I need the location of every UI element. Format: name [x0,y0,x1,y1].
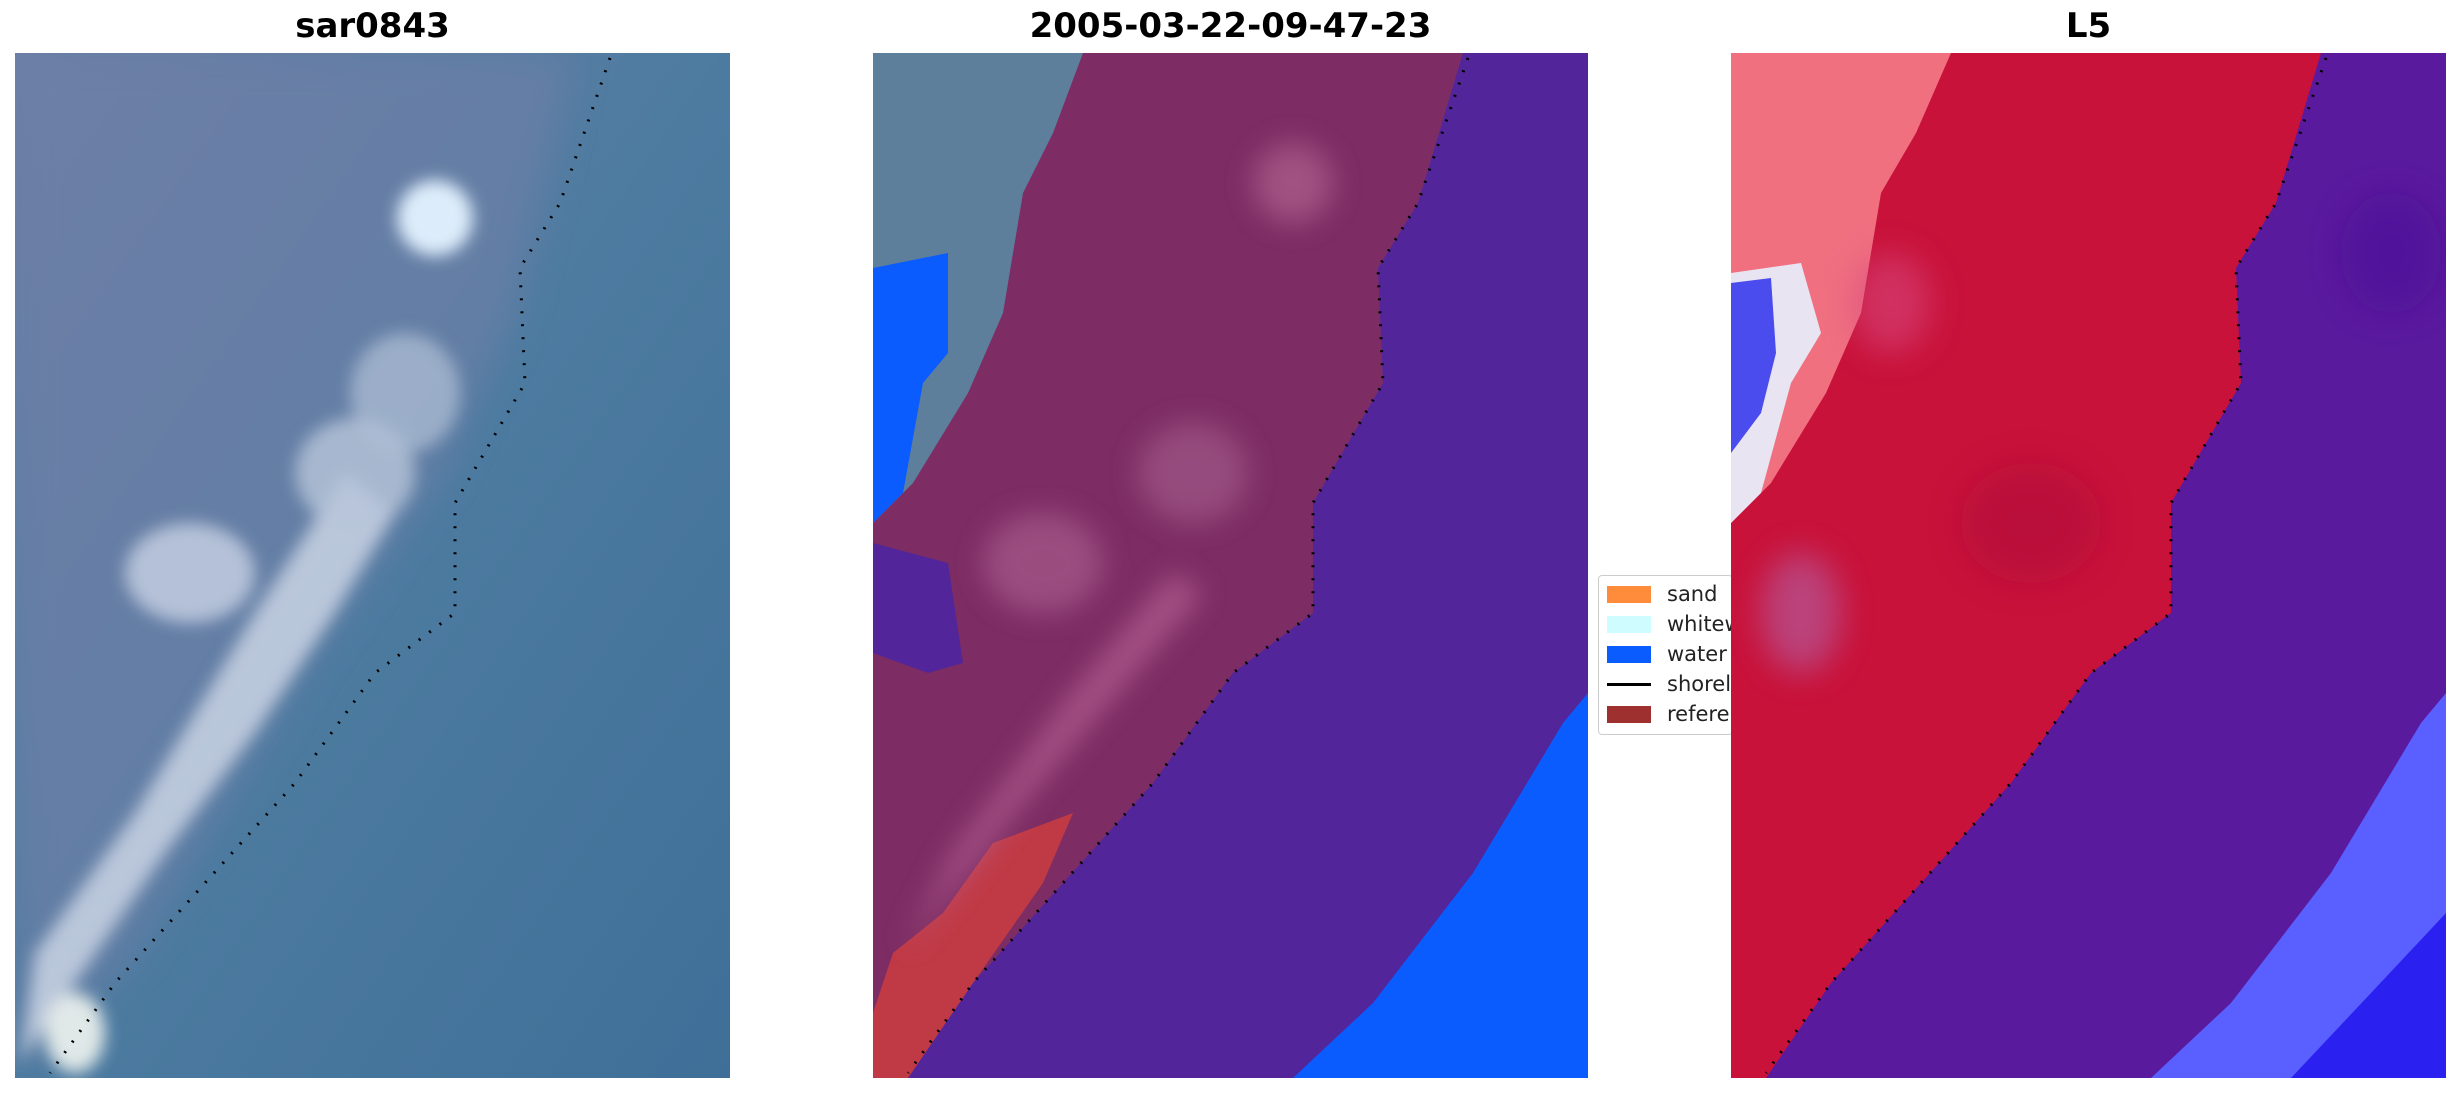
classified-image [873,53,1588,1078]
probability-map [1731,53,2446,1078]
rgb-satellite-image [15,53,730,1078]
legend-item-shoreline: shoreline [1607,670,1732,698]
legend-item-water: water [1607,640,1727,668]
classified-image-panel [873,53,1588,1078]
panel-title-rgb: sar0843 [295,6,450,46]
legend-swatch-reference [1607,705,1651,723]
probability-map-panel [1731,53,2446,1078]
panel-title-classified: 2005-03-22-09-47-23 [1029,6,1432,46]
legend-label-reference: reference [1667,702,1732,726]
legend-swatch-sand [1607,585,1651,603]
legend-label-shoreline: shoreline [1667,672,1732,696]
legend-item-sand: sand [1607,580,1717,608]
legend-swatch-shoreline [1607,682,1651,686]
panel-title-probability: L5 [2065,6,2112,46]
legend-swatch-whitewater [1607,615,1651,633]
legend-label-sand: sand [1667,582,1718,606]
rgb-image-panel [15,53,730,1078]
legend-label-water: water [1667,642,1727,666]
legend-item-reference: reference [1607,700,1732,728]
legend-swatch-water [1607,645,1651,663]
